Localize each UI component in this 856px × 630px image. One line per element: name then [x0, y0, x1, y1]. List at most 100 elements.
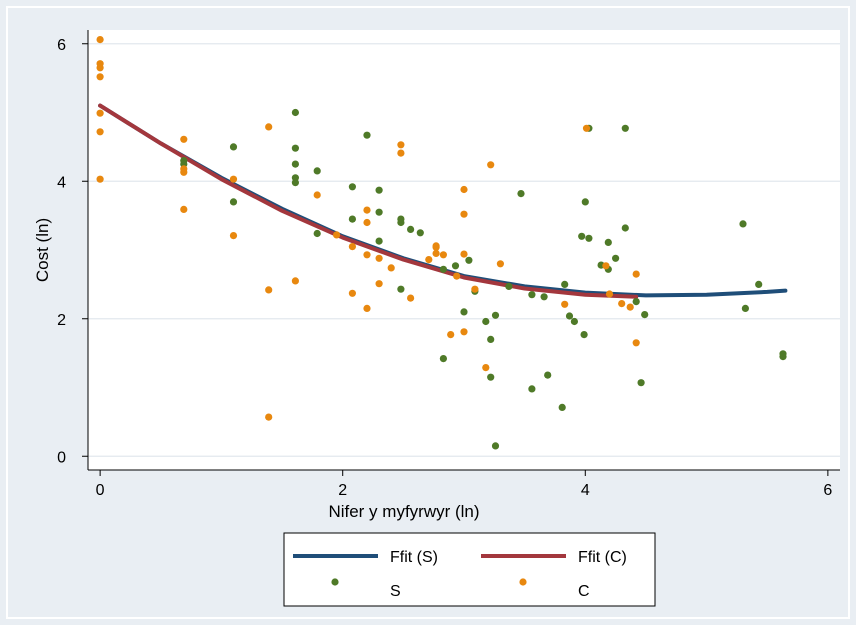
data-point [632, 339, 640, 347]
legend-key-dot [519, 578, 527, 586]
data-point [570, 317, 579, 326]
data-point [565, 312, 574, 320]
data-point [439, 265, 447, 273]
fit-line [98, 103, 639, 299]
data-point [180, 205, 188, 213]
data-point [544, 371, 552, 379]
data-point [375, 237, 383, 245]
data-point [453, 272, 461, 280]
y-tick-label: 0 [57, 449, 66, 466]
data-point [375, 186, 383, 194]
data-point [425, 256, 433, 264]
data-point [528, 385, 536, 393]
data-point [313, 191, 321, 199]
data-point [397, 141, 405, 149]
data-point [96, 36, 104, 44]
data-point [229, 232, 238, 240]
data-point [618, 300, 626, 308]
data-point [375, 280, 383, 288]
data-point [439, 251, 447, 259]
data-point [291, 277, 299, 285]
y-tick-label: 2 [57, 312, 66, 329]
data-point [487, 335, 495, 343]
data-point [407, 225, 415, 233]
x-tick-label: 4 [581, 482, 590, 499]
data-point [585, 234, 593, 242]
data-point [578, 232, 586, 240]
data-point [739, 220, 747, 228]
legend-label: S [390, 583, 401, 600]
data-point [460, 328, 468, 336]
y-axis-label: Cost (ln) [33, 218, 52, 282]
data-point [439, 355, 447, 363]
data-point [487, 373, 495, 381]
data-point [621, 124, 629, 132]
legend-label: Ffit (S) [390, 549, 438, 566]
data-point [482, 317, 490, 326]
data-point [96, 64, 104, 72]
data-point [637, 379, 645, 387]
legend-key-dot [331, 578, 339, 586]
data-point [626, 303, 634, 311]
data-point [540, 293, 548, 301]
data-point [471, 285, 479, 293]
data-point [363, 251, 371, 259]
data-point [517, 190, 525, 198]
data-point [580, 331, 588, 339]
data-point [460, 250, 468, 258]
data-point [96, 128, 104, 136]
figure-border [6, 6, 850, 619]
data-point [180, 168, 188, 176]
data-point [561, 300, 569, 308]
data-point [229, 175, 238, 183]
data-point [291, 160, 299, 168]
data-point [755, 280, 763, 288]
data-point [363, 218, 371, 227]
fit-lines [98, 103, 788, 299]
data-point [482, 364, 490, 372]
data-point [363, 206, 371, 214]
data-point [582, 124, 591, 132]
data-point [460, 185, 468, 194]
legend-label: Ffit (C) [578, 549, 627, 566]
data-point [632, 298, 640, 306]
data-point [96, 175, 104, 183]
x-axis-label: Nifer y myfyrwyr (ln) [328, 502, 479, 521]
y-tick-label: 4 [57, 174, 66, 191]
data-point [265, 413, 273, 421]
data-point [432, 243, 440, 251]
data-point [460, 210, 468, 218]
data-point [397, 218, 405, 227]
data-point [291, 144, 299, 152]
data-point [621, 224, 629, 232]
data-point [363, 131, 371, 139]
data-points [96, 36, 787, 450]
legend: Ffit (S) Ffit (C) S C [283, 532, 656, 607]
data-point [387, 264, 395, 272]
data-point [528, 291, 536, 299]
data-point [491, 311, 500, 319]
x-tick-label: 2 [338, 482, 347, 499]
data-point [265, 286, 273, 294]
data-point [229, 143, 238, 151]
data-point [496, 260, 504, 268]
data-point [375, 208, 383, 216]
data-point [96, 73, 104, 81]
data-point [397, 149, 405, 157]
data-point [612, 254, 620, 262]
data-point [363, 304, 371, 312]
data-point [313, 167, 321, 175]
data-point [375, 254, 383, 262]
data-point [348, 215, 356, 223]
data-point [641, 311, 649, 319]
data-point [407, 294, 415, 302]
data-point [265, 123, 273, 131]
plot-area [88, 30, 840, 470]
legend-label: C [578, 583, 590, 600]
data-point [741, 304, 750, 312]
data-point [229, 198, 238, 206]
data-point [447, 331, 455, 339]
legend-box [283, 532, 656, 607]
data-point [416, 229, 424, 237]
